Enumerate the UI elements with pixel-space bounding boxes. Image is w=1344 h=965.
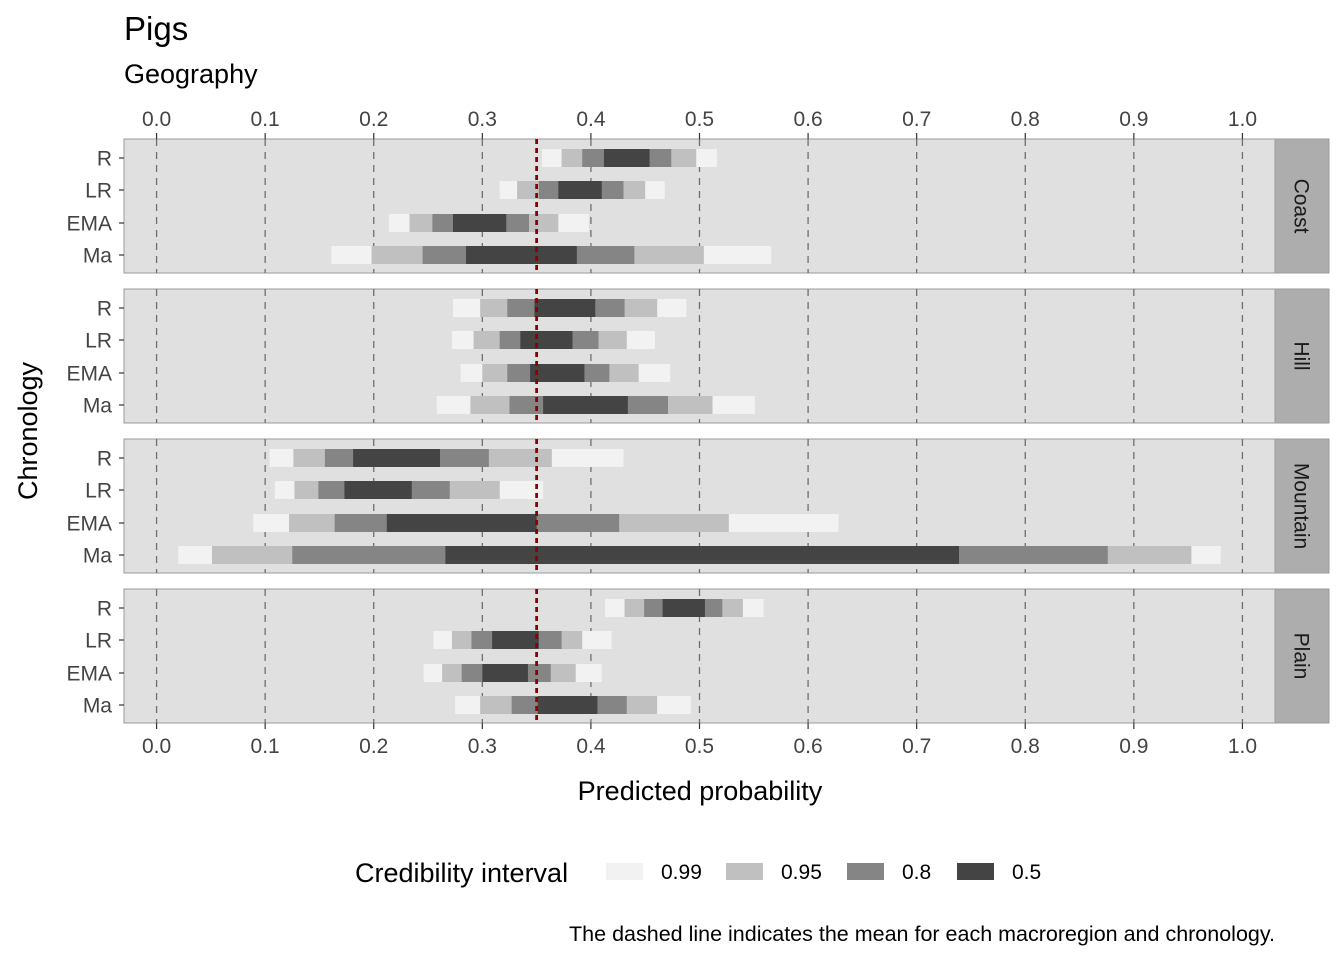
x-axis-label: Predicted probability bbox=[578, 776, 823, 806]
interval-bar-0.5 bbox=[466, 246, 577, 264]
panel-hill: R LR EMA Ma Hill bbox=[66, 288, 1330, 424]
y-tick-label: Ma bbox=[83, 545, 112, 568]
legend-key-0.8 bbox=[847, 863, 884, 880]
x-tick-label-top: 0.1 bbox=[251, 108, 280, 131]
x-tick-label-bottom: 0.7 bbox=[902, 735, 931, 758]
y-tick-label: Ma bbox=[83, 395, 112, 418]
x-tick-label-bottom: 0.5 bbox=[685, 735, 714, 758]
x-tick-label-top: 0.5 bbox=[685, 108, 714, 131]
chart-subtitle: Geography bbox=[124, 59, 258, 89]
chart-caption: The dashed line indicates the mean for e… bbox=[569, 922, 1275, 946]
interval-bar-0.5 bbox=[492, 631, 539, 649]
facet-strip bbox=[1274, 138, 1330, 274]
x-tick-label-bottom: 0.0 bbox=[142, 735, 171, 758]
x-tick-label-bottom: 0.8 bbox=[1011, 735, 1040, 758]
y-tick-label: R bbox=[97, 148, 112, 171]
axes-group: 0.0 0.0 0.1 0.1 0.2 0.2 0.3 0.3 0.4 0.4 0.5 0.5 0.6 0… bbox=[142, 108, 1257, 758]
y-tick-label: LR bbox=[85, 330, 112, 353]
y-tick-label: EMA bbox=[66, 213, 112, 236]
interval-bar-0.5 bbox=[534, 299, 596, 317]
y-tick-label: EMA bbox=[66, 663, 112, 686]
interval-bar-0.5 bbox=[662, 599, 705, 617]
interval-bar-0.5 bbox=[453, 214, 507, 232]
x-tick-label-bottom: 0.2 bbox=[359, 735, 388, 758]
facet-strip-label: Plain bbox=[1290, 633, 1313, 680]
facet-strip bbox=[1274, 438, 1330, 574]
facet-strip-label: Mountain bbox=[1290, 463, 1313, 549]
x-tick-label-top: 0.4 bbox=[576, 108, 606, 131]
x-tick-label-top: 0.8 bbox=[1011, 108, 1040, 131]
x-tick-label-top: 1.0 bbox=[1228, 108, 1257, 131]
interval-bar-0.5 bbox=[603, 149, 650, 167]
x-tick-label-bottom: 0.3 bbox=[468, 735, 497, 758]
y-tick-label: LR bbox=[85, 480, 112, 503]
interval-bar-0.5 bbox=[537, 696, 598, 714]
y-tick-label: Ma bbox=[83, 695, 112, 718]
y-tick-label: Ma bbox=[83, 245, 112, 268]
panel-mountain: R LR EMA Ma Mountain bbox=[66, 438, 1330, 574]
interval-bar-0.5 bbox=[530, 364, 585, 382]
interval-bar-0.5 bbox=[353, 449, 440, 467]
y-tick-label: R bbox=[97, 448, 112, 471]
facet-strip-label: Hill bbox=[1290, 341, 1313, 370]
legend: Credibility interval 0.99 0.95 0.8 0.5 bbox=[355, 858, 1041, 888]
x-tick-label-top: 0.9 bbox=[1119, 108, 1148, 131]
interval-bar-0.5 bbox=[344, 481, 412, 499]
y-tick-label: LR bbox=[85, 180, 112, 203]
facet-strip bbox=[1274, 588, 1330, 724]
legend-key-0.5 bbox=[957, 863, 994, 880]
chart-title: Pigs bbox=[124, 10, 188, 47]
legend-label: 0.99 bbox=[661, 861, 702, 884]
legend-key-0.99 bbox=[606, 863, 643, 880]
y-tick-label: EMA bbox=[66, 363, 112, 386]
x-tick-label-top: 0.7 bbox=[902, 108, 931, 131]
x-tick-label-top: 0.2 bbox=[359, 108, 388, 131]
panel-plain: R LR EMA Ma Plain bbox=[66, 588, 1330, 724]
legend-key-0.95 bbox=[726, 863, 763, 880]
interval-bar-0.5 bbox=[520, 331, 573, 349]
panels-group: R LR EMA Ma Coast R LR EMA Ma Hill R LR EMA Ma Mountai… bbox=[66, 138, 1330, 724]
x-tick-label-bottom: 0.6 bbox=[793, 735, 822, 758]
legend-title: Credibility interval bbox=[355, 858, 568, 888]
facet-strip-label: Coast bbox=[1290, 179, 1313, 234]
legend-label: 0.5 bbox=[1012, 861, 1041, 884]
interval-bar-0.5 bbox=[558, 181, 602, 199]
x-tick-label-bottom: 0.1 bbox=[251, 735, 280, 758]
interval-bar-0.5 bbox=[386, 514, 537, 532]
x-tick-label-top: 0.0 bbox=[142, 108, 171, 131]
interval-bar-0.5 bbox=[482, 664, 528, 682]
interval-bar-0.5 bbox=[543, 396, 628, 414]
legend-label: 0.8 bbox=[902, 861, 931, 884]
panel-coast: R LR EMA Ma Coast bbox=[66, 138, 1330, 274]
y-axis-label: Chronology bbox=[13, 361, 43, 500]
y-tick-label: EMA bbox=[66, 513, 112, 536]
y-tick-label: R bbox=[97, 598, 112, 621]
legend-label: 0.95 bbox=[781, 861, 822, 884]
x-tick-label-bottom: 0.9 bbox=[1119, 735, 1148, 758]
x-tick-label-bottom: 0.4 bbox=[576, 735, 606, 758]
x-tick-label-top: 0.6 bbox=[793, 108, 822, 131]
x-tick-label-top: 0.3 bbox=[468, 108, 497, 131]
y-tick-label: R bbox=[97, 298, 112, 321]
y-tick-label: LR bbox=[85, 630, 112, 653]
interval-bar-0.5 bbox=[445, 546, 960, 564]
facet-strip bbox=[1274, 288, 1330, 424]
x-tick-label-bottom: 1.0 bbox=[1228, 735, 1257, 758]
